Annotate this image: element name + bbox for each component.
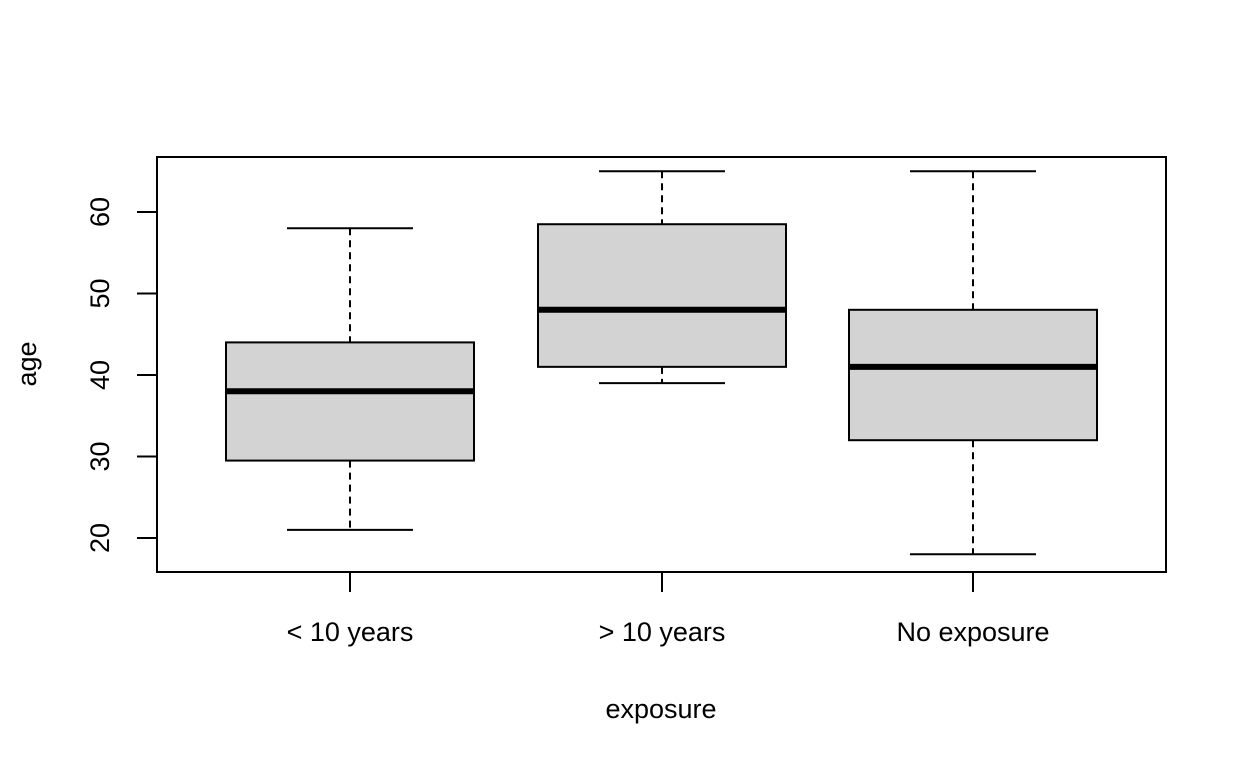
box-group — [537, 170, 787, 385]
x-axis: < 10 years > 10 years No exposure — [287, 571, 1050, 647]
y-axis: 20 30 40 50 60 — [85, 197, 158, 553]
x-tick-label: No exposure — [896, 617, 1049, 647]
y-tick-label: 30 — [85, 441, 115, 471]
box-iqr — [225, 341, 475, 462]
x-tick-label: < 10 years — [287, 617, 414, 647]
x-axis-label: exposure — [605, 694, 716, 724]
y-tick-label: 40 — [85, 360, 115, 390]
x-tick-label: > 10 years — [599, 617, 726, 647]
boxes — [225, 170, 1098, 556]
box-group — [848, 170, 1098, 556]
y-tick-label: 60 — [85, 197, 115, 227]
y-tick-label: 50 — [85, 278, 115, 308]
box-group — [225, 227, 475, 531]
box-iqr — [537, 223, 787, 368]
box-iqr — [848, 308, 1098, 442]
y-axis-label: age — [12, 341, 42, 386]
y-tick-label: 20 — [85, 523, 115, 553]
